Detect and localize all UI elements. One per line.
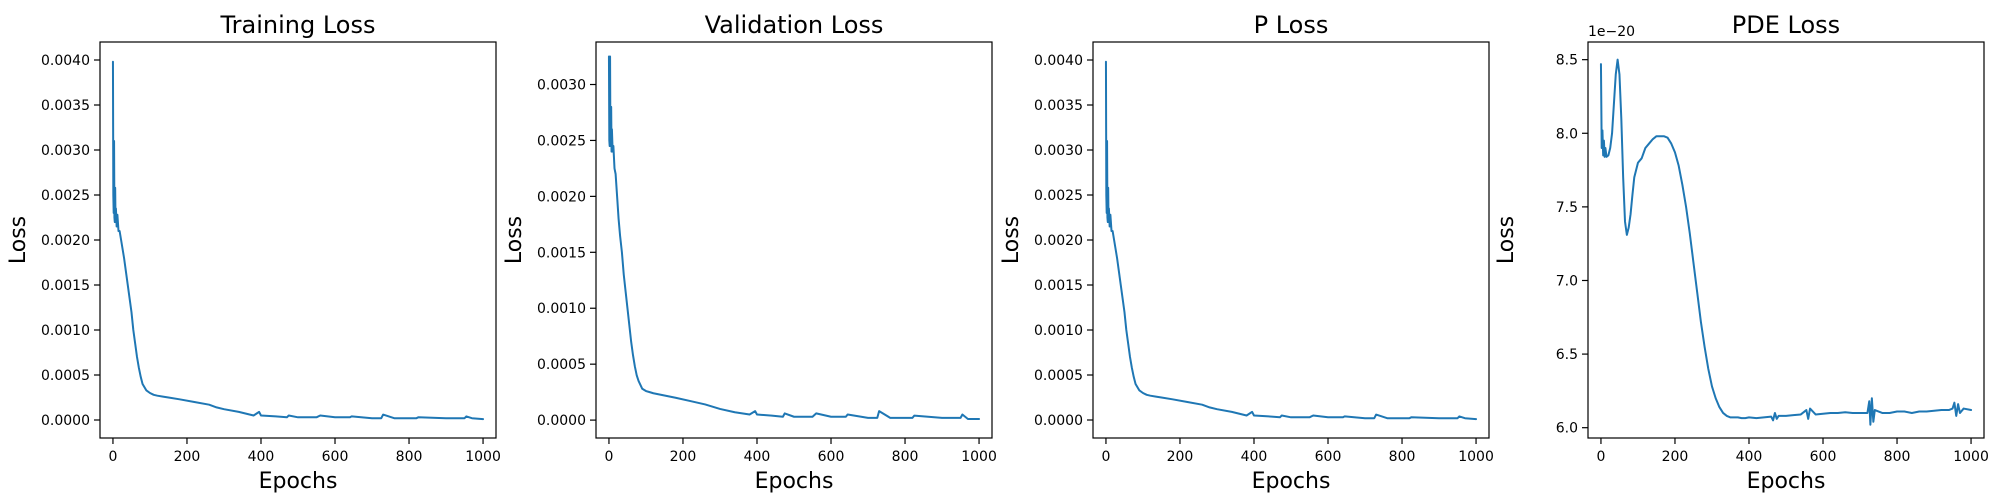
y-tick-label: 0.0010 bbox=[537, 301, 586, 317]
loss-series-line bbox=[607, 55, 981, 420]
y-tick-label: 0.0010 bbox=[1034, 323, 1083, 339]
chart-title: Training Loss bbox=[220, 11, 376, 39]
x-tick-label: 800 bbox=[892, 449, 919, 465]
x-tick-label: 0 bbox=[108, 449, 117, 465]
y-axis-offset-label: 1e−20 bbox=[1588, 24, 1635, 40]
y-tick-label: 8.5 bbox=[1556, 53, 1578, 69]
x-tick-label: 800 bbox=[1884, 449, 1911, 465]
plot-frame bbox=[99, 41, 497, 439]
y-tick-label: 0.0025 bbox=[41, 188, 90, 204]
x-tick-label: 600 bbox=[1810, 449, 1837, 465]
y-tick-label: 0.0020 bbox=[41, 233, 90, 249]
y-tick-label: 0.0020 bbox=[537, 189, 586, 205]
subplot-1: 0 200 400 600 800 1000 0.0000 0.0005 0.0010 0.001… bbox=[6, 11, 501, 494]
plot-frame bbox=[1587, 41, 1985, 439]
x-tick-label: 800 bbox=[396, 449, 423, 465]
y-tick-label: 0.0030 bbox=[537, 78, 586, 94]
y-axis-label: Loss bbox=[6, 216, 31, 264]
y-tick-label: 0.0005 bbox=[41, 368, 90, 384]
x-tick-label: 0 bbox=[1596, 449, 1605, 465]
plot-frame bbox=[1092, 41, 1490, 439]
x-tick-label: 800 bbox=[1389, 449, 1416, 465]
x-tick-label: 600 bbox=[818, 449, 845, 465]
y-tick-label: 0.0000 bbox=[537, 413, 586, 429]
chart-title: P Loss bbox=[1254, 11, 1329, 39]
x-tick-label: 1000 bbox=[1953, 449, 1989, 465]
y-tick-label: 0.0005 bbox=[537, 357, 586, 373]
x-tick-label: 400 bbox=[744, 449, 771, 465]
y-tick-label: 0.0010 bbox=[41, 323, 90, 339]
y-tick-label: 6.0 bbox=[1556, 421, 1578, 437]
loss-series-line bbox=[1599, 58, 1973, 426]
x-tick-label: 200 bbox=[1662, 449, 1689, 465]
x-tick-label: 1000 bbox=[1458, 449, 1494, 465]
x-tick-label: 600 bbox=[322, 449, 349, 465]
y-tick-label: 8.0 bbox=[1556, 126, 1578, 142]
y-axis-label: Loss bbox=[1494, 216, 1519, 264]
y-tick-label: 0.0015 bbox=[537, 245, 586, 261]
x-axis-label: Epochs bbox=[259, 469, 338, 494]
x-tick-label: 200 bbox=[670, 449, 697, 465]
chart-title: Validation Loss bbox=[705, 11, 884, 39]
chart-title: PDE Loss bbox=[1732, 11, 1840, 39]
loss-series-line bbox=[111, 60, 485, 421]
y-tick-label: 0.0000 bbox=[1034, 413, 1083, 429]
x-tick-label: 1000 bbox=[465, 449, 501, 465]
subplot-2: 0 200 400 600 800 1000 0.0000 0.0005 0.0010 0.001… bbox=[502, 11, 997, 494]
subplot-4: 0 200 400 600 800 1000 6.0 6.5 7.0 7.5 8.0 8.5 1e−20… bbox=[1494, 11, 1989, 494]
y-tick-label: 6.5 bbox=[1556, 347, 1578, 363]
x-axis-label: Epochs bbox=[755, 469, 834, 494]
loss-series-line bbox=[1104, 60, 1478, 421]
x-tick-label: 200 bbox=[1167, 449, 1194, 465]
x-tick-label: 400 bbox=[248, 449, 275, 465]
subplot-3: 0 200 400 600 800 1000 0.0000 0.0005 0.0010 0.001… bbox=[999, 11, 1494, 494]
y-tick-label: 0.0025 bbox=[1034, 188, 1083, 204]
y-tick-label: 0.0005 bbox=[1034, 368, 1083, 384]
y-tick-label: 0.0000 bbox=[41, 413, 90, 429]
x-tick-label: 200 bbox=[174, 449, 201, 465]
x-tick-label: 0 bbox=[604, 449, 613, 465]
y-tick-label: 0.0030 bbox=[41, 143, 90, 159]
y-tick-label: 0.0035 bbox=[1034, 98, 1083, 114]
x-tick-label: 600 bbox=[1315, 449, 1342, 465]
x-tick-label: 400 bbox=[1241, 449, 1268, 465]
y-tick-label: 7.0 bbox=[1556, 273, 1578, 289]
plot-frame bbox=[595, 41, 993, 439]
y-tick-label: 0.0035 bbox=[41, 98, 90, 114]
y-tick-label: 7.5 bbox=[1556, 200, 1578, 216]
x-axis-label: Epochs bbox=[1747, 469, 1826, 494]
y-axis-label: Loss bbox=[999, 216, 1024, 264]
x-axis-label: Epochs bbox=[1252, 469, 1331, 494]
y-tick-label: 0.0030 bbox=[1034, 143, 1083, 159]
y-tick-label: 0.0025 bbox=[537, 133, 586, 149]
y-tick-label: 0.0015 bbox=[41, 278, 90, 294]
y-tick-label: 0.0020 bbox=[1034, 233, 1083, 249]
x-tick-label: 400 bbox=[1736, 449, 1763, 465]
y-tick-label: 0.0015 bbox=[1034, 278, 1083, 294]
y-tick-label: 0.0040 bbox=[41, 53, 90, 69]
x-tick-label: 1000 bbox=[961, 449, 997, 465]
y-axis-label: Loss bbox=[502, 216, 527, 264]
x-tick-label: 0 bbox=[1101, 449, 1110, 465]
y-tick-label: 0.0040 bbox=[1034, 53, 1083, 69]
